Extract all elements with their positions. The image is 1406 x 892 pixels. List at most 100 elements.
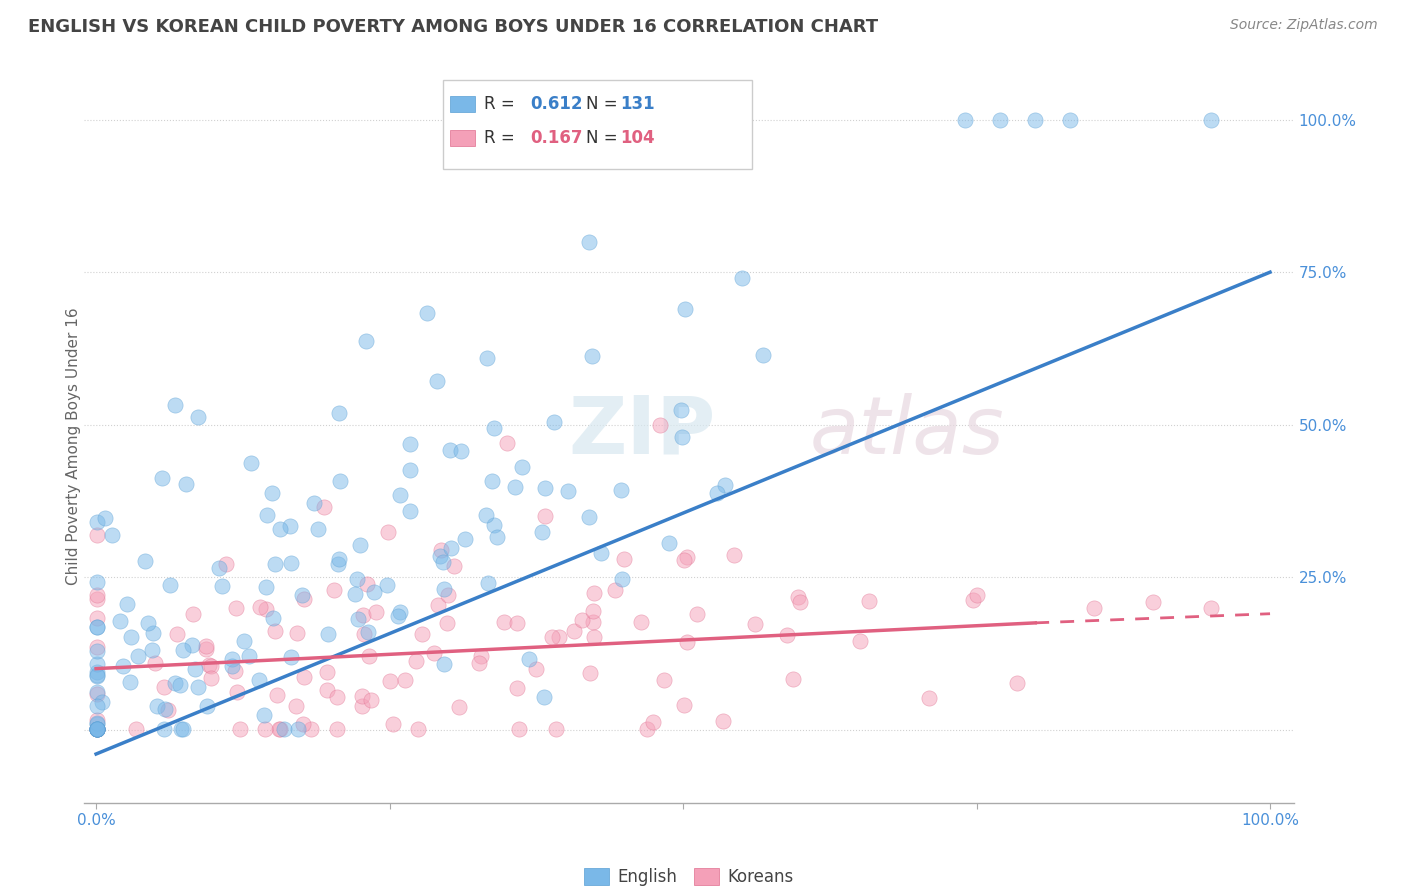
Text: N =: N = — [586, 129, 623, 147]
Point — [211, 579, 233, 593]
Point — [579, 666, 602, 681]
Point — [115, 597, 138, 611]
Point — [411, 627, 433, 641]
Point — [86, 574, 108, 589]
Point — [350, 690, 373, 704]
Point — [583, 585, 606, 599]
Point — [477, 351, 499, 366]
Point — [534, 481, 557, 495]
Point — [125, 722, 148, 736]
Point — [636, 722, 658, 736]
Point — [273, 722, 295, 736]
Point — [197, 657, 219, 672]
Point — [429, 549, 451, 564]
Point — [510, 460, 533, 475]
Point — [328, 406, 350, 420]
Point — [278, 519, 301, 533]
Point — [159, 577, 181, 591]
Point — [744, 616, 766, 631]
Point — [1142, 594, 1164, 608]
Point — [134, 553, 156, 567]
Point — [468, 657, 491, 671]
Point — [86, 588, 108, 602]
Text: Source: ZipAtlas.com: Source: ZipAtlas.com — [1230, 18, 1378, 32]
Point — [86, 722, 108, 736]
Point — [86, 722, 108, 736]
Legend: English, Koreans: English, Koreans — [578, 861, 800, 892]
Point — [143, 656, 166, 670]
Point — [484, 517, 506, 532]
Point — [433, 657, 456, 671]
Point — [357, 624, 380, 639]
Point — [181, 638, 204, 652]
Point — [285, 625, 308, 640]
Point — [481, 474, 503, 488]
Point — [962, 593, 984, 607]
Point — [352, 699, 374, 714]
Point — [153, 681, 176, 695]
Point — [443, 558, 465, 573]
Point — [316, 682, 339, 697]
Point — [263, 624, 285, 638]
Point — [86, 620, 108, 634]
Point — [782, 672, 804, 686]
Point — [163, 398, 186, 412]
Point — [299, 722, 322, 736]
Point — [120, 630, 142, 644]
Point — [292, 591, 315, 606]
Point — [787, 590, 810, 604]
Point — [398, 437, 420, 451]
Point — [496, 436, 519, 450]
Point — [613, 551, 636, 566]
Point — [346, 612, 368, 626]
Point — [723, 548, 745, 562]
Point — [91, 695, 114, 709]
Point — [752, 348, 775, 362]
Point — [406, 722, 429, 736]
Point — [269, 722, 291, 736]
Point — [280, 556, 302, 570]
Point — [238, 648, 260, 663]
Point — [388, 605, 411, 619]
Point — [482, 421, 505, 435]
Point — [603, 582, 626, 597]
Point — [429, 542, 451, 557]
Point — [449, 700, 471, 714]
Point — [477, 575, 499, 590]
Point — [200, 658, 222, 673]
Point — [249, 599, 271, 614]
Point — [224, 664, 246, 678]
Point — [436, 615, 458, 630]
Point — [988, 112, 1011, 127]
Point — [641, 714, 664, 729]
Point — [86, 528, 108, 542]
Point — [349, 538, 371, 552]
Point — [280, 650, 302, 665]
Point — [546, 722, 568, 736]
Point — [534, 508, 557, 523]
Point — [673, 698, 696, 712]
Point — [517, 652, 540, 666]
Point — [426, 374, 449, 388]
Text: 0.167: 0.167 — [530, 129, 582, 147]
Point — [266, 688, 288, 702]
Point — [541, 630, 564, 644]
Point — [86, 722, 108, 736]
Point — [437, 589, 460, 603]
Point — [1024, 112, 1046, 127]
Point — [291, 717, 314, 731]
Point — [1007, 675, 1029, 690]
Point — [375, 577, 398, 591]
Point — [86, 644, 108, 658]
Point — [263, 557, 285, 571]
Point — [492, 615, 515, 629]
Point — [260, 485, 283, 500]
Point — [671, 430, 693, 444]
Point — [776, 627, 799, 641]
Point — [858, 594, 880, 608]
Point — [648, 417, 671, 432]
Point — [630, 615, 652, 629]
Point — [399, 504, 422, 518]
Point — [380, 673, 402, 688]
Point — [86, 515, 108, 529]
